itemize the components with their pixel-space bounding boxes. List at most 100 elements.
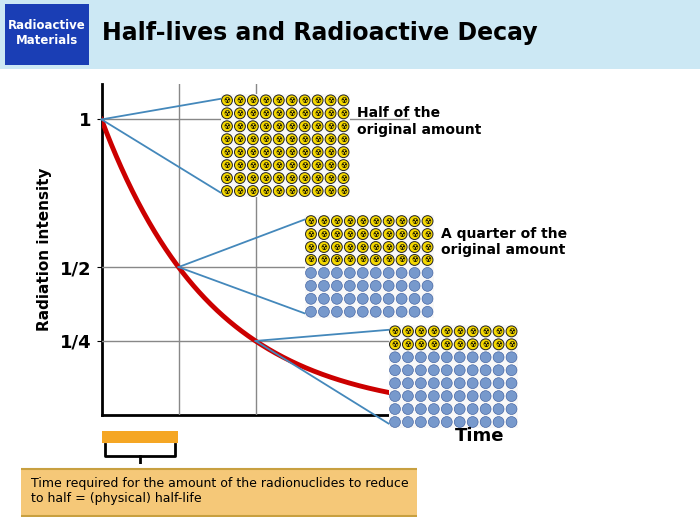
Circle shape [299,185,310,196]
Text: ☢: ☢ [314,148,321,156]
Text: ☢: ☢ [249,174,256,183]
Circle shape [247,121,258,132]
Circle shape [331,242,342,253]
Text: Half-lives and Radioactive Decay: Half-lives and Radioactive Decay [102,22,537,45]
Text: ☢: ☢ [340,148,347,156]
Text: ☢: ☢ [262,174,270,183]
Circle shape [325,134,336,145]
Circle shape [402,377,414,388]
Circle shape [441,391,452,402]
Circle shape [312,173,323,184]
Text: ☢: ☢ [430,340,438,349]
Text: ☢: ☢ [359,229,366,238]
Circle shape [299,134,310,145]
Text: ☢: ☢ [262,135,270,144]
Circle shape [273,121,284,132]
Text: ☢: ☢ [262,148,270,156]
Circle shape [299,121,310,132]
Circle shape [318,242,330,253]
Circle shape [338,108,349,119]
Circle shape [286,95,297,106]
Text: ☢: ☢ [237,186,244,195]
Circle shape [467,352,478,363]
Circle shape [415,365,426,376]
Circle shape [428,326,440,337]
Text: ☢: ☢ [262,96,270,105]
Text: ☢: ☢ [249,109,256,118]
Circle shape [305,293,316,304]
Circle shape [305,216,316,227]
Circle shape [428,391,440,402]
FancyBboxPatch shape [300,211,439,322]
Circle shape [493,326,504,337]
Text: ☢: ☢ [321,243,328,251]
Circle shape [422,255,433,266]
Circle shape [389,352,400,363]
Circle shape [480,326,491,337]
Circle shape [331,280,342,291]
Circle shape [247,185,258,196]
Circle shape [331,228,342,239]
Circle shape [325,95,336,106]
Text: ☢: ☢ [223,109,230,118]
Circle shape [428,365,440,376]
Text: ☢: ☢ [495,340,502,349]
Text: ☢: ☢ [288,109,295,118]
Circle shape [221,95,232,106]
Circle shape [428,416,440,427]
Circle shape [415,416,426,427]
Text: ☢: ☢ [398,217,405,226]
Circle shape [441,365,452,376]
Circle shape [454,391,466,402]
Circle shape [273,173,284,184]
Circle shape [260,134,272,145]
Circle shape [493,339,504,350]
Text: ☢: ☢ [275,174,282,183]
Text: ☢: ☢ [275,148,282,156]
Circle shape [286,160,297,171]
Text: ☢: ☢ [301,96,308,105]
Text: ☢: ☢ [385,243,392,251]
Circle shape [467,416,478,427]
Circle shape [344,293,356,304]
Text: ☢: ☢ [275,186,282,195]
Text: ☢: ☢ [301,122,308,131]
Circle shape [325,108,336,119]
Circle shape [338,121,349,132]
Text: ☢: ☢ [275,96,282,105]
Circle shape [247,108,258,119]
Text: ☢: ☢ [307,256,314,265]
Circle shape [415,391,426,402]
Circle shape [493,391,504,402]
Circle shape [286,121,297,132]
Text: ☢: ☢ [385,229,392,238]
Text: ☢: ☢ [424,229,431,238]
Circle shape [273,95,284,106]
Circle shape [305,306,316,317]
Circle shape [506,404,517,415]
Circle shape [286,108,297,119]
Circle shape [305,280,316,291]
Text: ☢: ☢ [249,122,256,131]
Circle shape [325,173,336,184]
Circle shape [286,173,297,184]
Text: ☢: ☢ [327,186,334,195]
Circle shape [299,160,310,171]
Circle shape [506,416,517,427]
Text: ☢: ☢ [237,135,244,144]
Circle shape [454,352,466,363]
Circle shape [370,242,382,253]
Text: ☢: ☢ [391,340,398,349]
Circle shape [338,95,349,106]
Text: ☢: ☢ [359,217,366,226]
Circle shape [344,255,356,266]
Text: ☢: ☢ [314,109,321,118]
Circle shape [344,216,356,227]
Text: ☢: ☢ [417,327,424,336]
Circle shape [422,306,433,317]
Circle shape [370,216,382,227]
Circle shape [305,255,316,266]
Text: ☢: ☢ [275,135,282,144]
Circle shape [383,293,394,304]
Circle shape [402,352,414,363]
